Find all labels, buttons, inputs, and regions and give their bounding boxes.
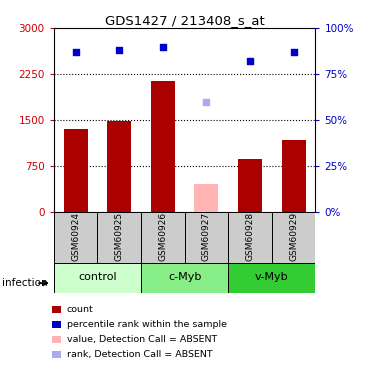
Bar bbox=[282, 140, 306, 212]
Bar bbox=[63, 129, 88, 212]
Point bbox=[73, 49, 79, 55]
Bar bbox=[97, 212, 141, 262]
Point bbox=[247, 58, 253, 64]
Text: count: count bbox=[67, 305, 93, 314]
Bar bbox=[184, 212, 228, 262]
Bar bbox=[151, 81, 175, 212]
Text: v-Myb: v-Myb bbox=[255, 273, 289, 282]
Point bbox=[290, 49, 296, 55]
Text: GSM60929: GSM60929 bbox=[289, 211, 298, 261]
Text: GSM60925: GSM60925 bbox=[115, 211, 124, 261]
Text: c-Myb: c-Myb bbox=[168, 273, 201, 282]
Text: GSM60926: GSM60926 bbox=[158, 211, 167, 261]
Bar bbox=[54, 212, 97, 262]
Bar bbox=[194, 184, 219, 212]
Bar bbox=[54, 262, 141, 292]
Point bbox=[116, 47, 122, 53]
Bar bbox=[107, 121, 131, 212]
Text: infection: infection bbox=[2, 278, 47, 288]
Bar bbox=[141, 262, 228, 292]
Text: GSM60924: GSM60924 bbox=[71, 211, 80, 261]
Text: GSM60927: GSM60927 bbox=[202, 211, 211, 261]
Text: control: control bbox=[78, 273, 117, 282]
Point bbox=[203, 99, 209, 105]
Title: GDS1427 / 213408_s_at: GDS1427 / 213408_s_at bbox=[105, 14, 265, 27]
Text: rank, Detection Call = ABSENT: rank, Detection Call = ABSENT bbox=[67, 350, 213, 359]
Bar bbox=[141, 212, 184, 262]
Text: percentile rank within the sample: percentile rank within the sample bbox=[67, 320, 227, 329]
Bar bbox=[238, 159, 262, 212]
Text: GSM60928: GSM60928 bbox=[246, 211, 255, 261]
Bar bbox=[272, 212, 315, 262]
Bar bbox=[228, 262, 315, 292]
Text: value, Detection Call = ABSENT: value, Detection Call = ABSENT bbox=[67, 335, 217, 344]
Bar bbox=[228, 212, 272, 262]
Point bbox=[160, 44, 166, 50]
